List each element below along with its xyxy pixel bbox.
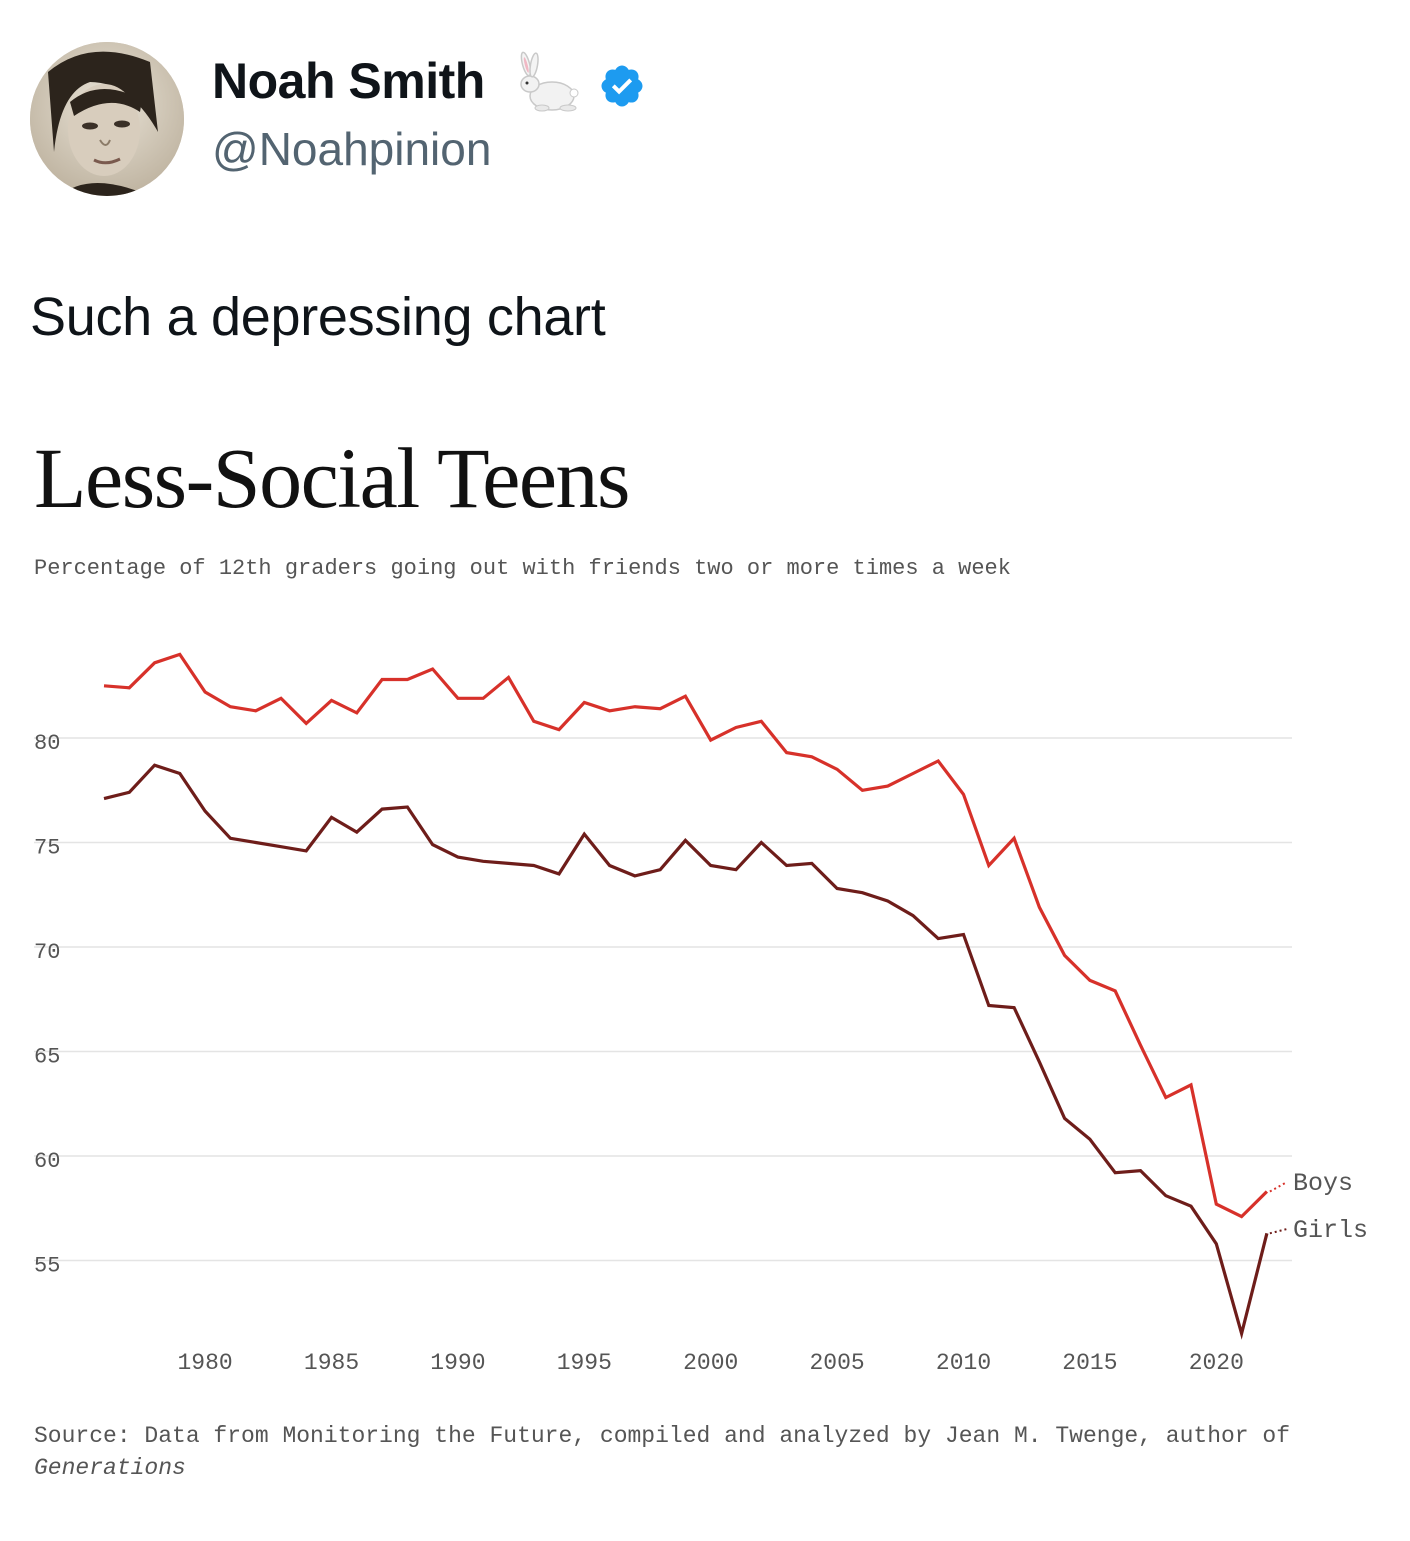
x-tick-label: 1980 — [178, 1350, 233, 1376]
x-tick-label: 1985 — [304, 1350, 359, 1376]
chart-subtitle: Percentage of 12th graders going out wit… — [34, 556, 1011, 581]
tweet-text: Such a depressing chart — [30, 287, 606, 347]
rabbit-icon — [520, 51, 579, 112]
y-tick-label: 65 — [34, 1045, 60, 1070]
x-tick-label: 2005 — [810, 1350, 865, 1376]
series-label-boys: Boys — [1293, 1169, 1353, 1198]
series-label-leader-girls — [1269, 1228, 1288, 1235]
avatar[interactable] — [30, 42, 184, 196]
x-tick-label: 1995 — [557, 1350, 612, 1376]
x-tick-label: 2000 — [683, 1350, 738, 1376]
x-tick-label: 2020 — [1189, 1350, 1244, 1376]
y-tick-label: 80 — [34, 731, 60, 756]
y-tick-label: 70 — [34, 940, 60, 965]
x-tick-label: 2010 — [936, 1350, 991, 1376]
y-tick-label: 75 — [34, 836, 60, 861]
verified-badge-icon[interactable] — [598, 62, 646, 110]
y-tick-label: 55 — [34, 1254, 60, 1279]
series-label-girls: Girls — [1293, 1216, 1368, 1245]
series-line-girls — [103, 763, 1269, 1340]
chart-title: Less-Social Teens — [34, 430, 631, 526]
series-label-leader-boys — [1269, 1181, 1288, 1193]
series-line-boys — [103, 652, 1269, 1219]
author-name[interactable]: Noah Smith — [212, 53, 485, 109]
avatar-image — [30, 42, 184, 196]
source-text: Source: Data from Monitoring the Future,… — [34, 1423, 1291, 1449]
source-book-title: Generations — [34, 1455, 186, 1481]
chart-source: Source: Data from Monitoring the Future,… — [34, 1420, 1384, 1484]
x-tick-label: 1990 — [430, 1350, 485, 1376]
y-tick-label: 60 — [34, 1149, 60, 1174]
author-handle[interactable]: @Noahpinion — [212, 123, 492, 175]
line-chart: 80 75 70 65 60 55 1980 1985 1990 1995 2000 2005 2010… — [34, 652, 1368, 1376]
x-tick-label: 2015 — [1062, 1350, 1117, 1376]
